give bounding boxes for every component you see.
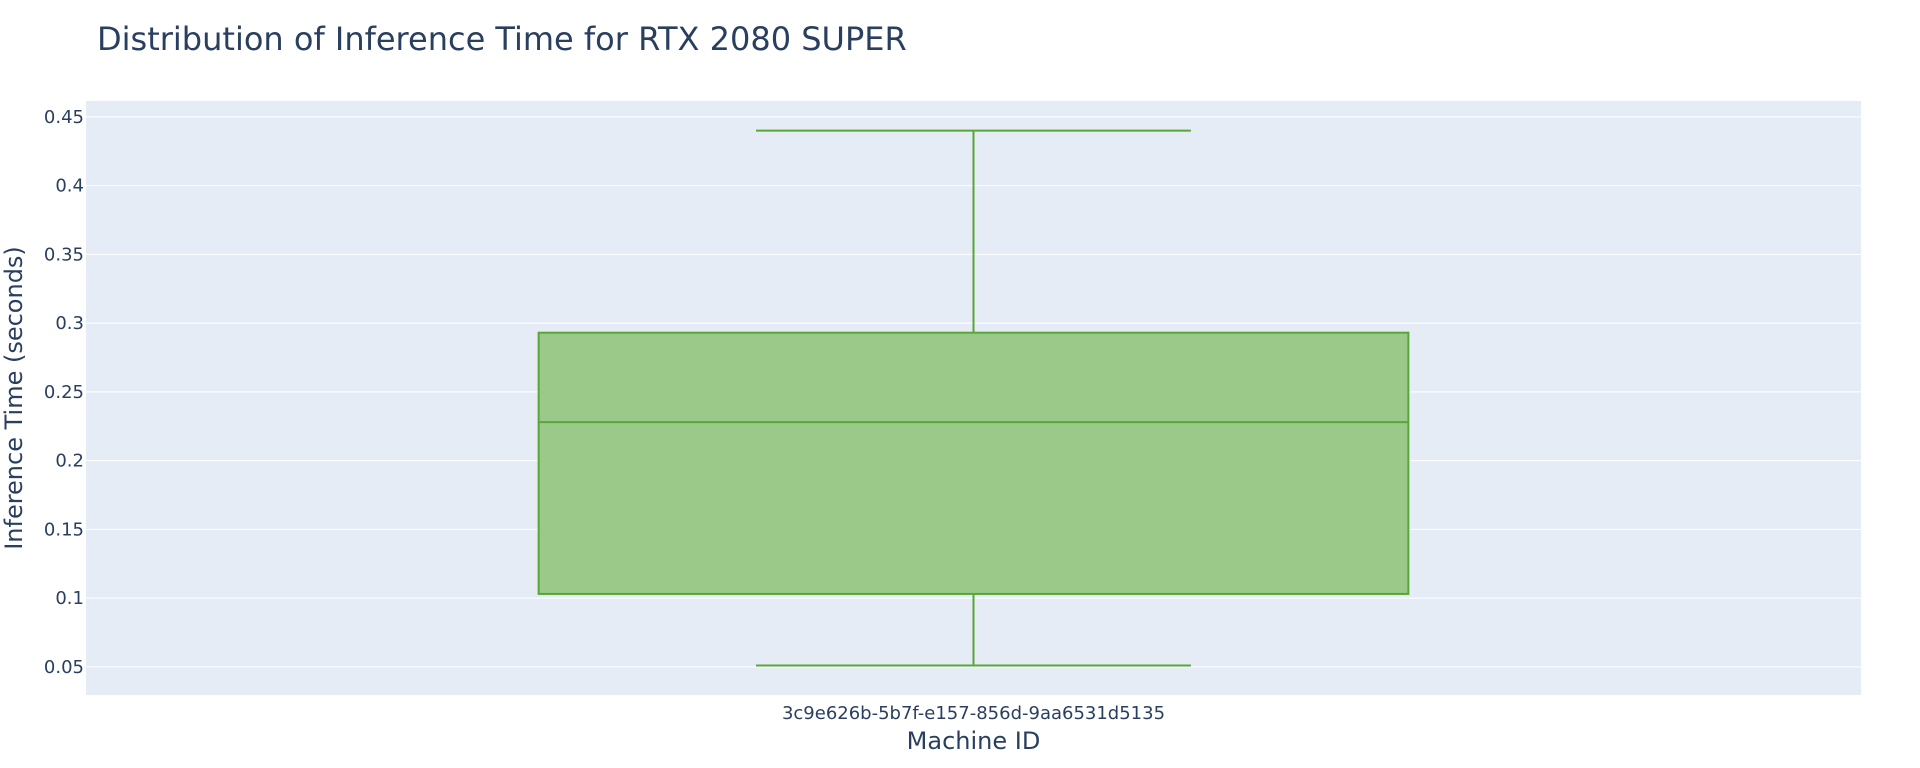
y-tick-label: 0.3 bbox=[55, 313, 84, 334]
y-tick-label: 0.1 bbox=[55, 588, 84, 609]
y-tick-label: 0.35 bbox=[44, 244, 84, 265]
y-tick-label: 0.2 bbox=[55, 451, 84, 472]
y-axis-title: Inference Time (seconds) bbox=[0, 246, 28, 550]
box-series bbox=[537, 129, 1410, 667]
x-tick-label: 3c9e626b-5b7f-e157-856d-9aa6531d5135 bbox=[782, 703, 1165, 724]
x-axis-title: Machine ID bbox=[907, 727, 1041, 755]
y-tick-label: 0.4 bbox=[55, 176, 84, 197]
box-0 bbox=[537, 129, 1410, 667]
y-tick-label: 0.15 bbox=[44, 519, 84, 540]
y-tick-label: 0.45 bbox=[44, 107, 84, 128]
y-tick-label: 0.25 bbox=[44, 382, 84, 403]
y-tick-label: 0.05 bbox=[44, 657, 84, 678]
x-axis-ticks: 3c9e626b-5b7f-e157-856d-9aa6531d5135 bbox=[782, 703, 1165, 724]
chart-title: Distribution of Inference Time for RTX 2… bbox=[97, 20, 907, 58]
iqr-box bbox=[537, 331, 1410, 595]
y-axis-ticks: 0.05 0.1 0.15 0.2 0.25 0.3 0.35 0.4 0.45 bbox=[44, 107, 84, 678]
